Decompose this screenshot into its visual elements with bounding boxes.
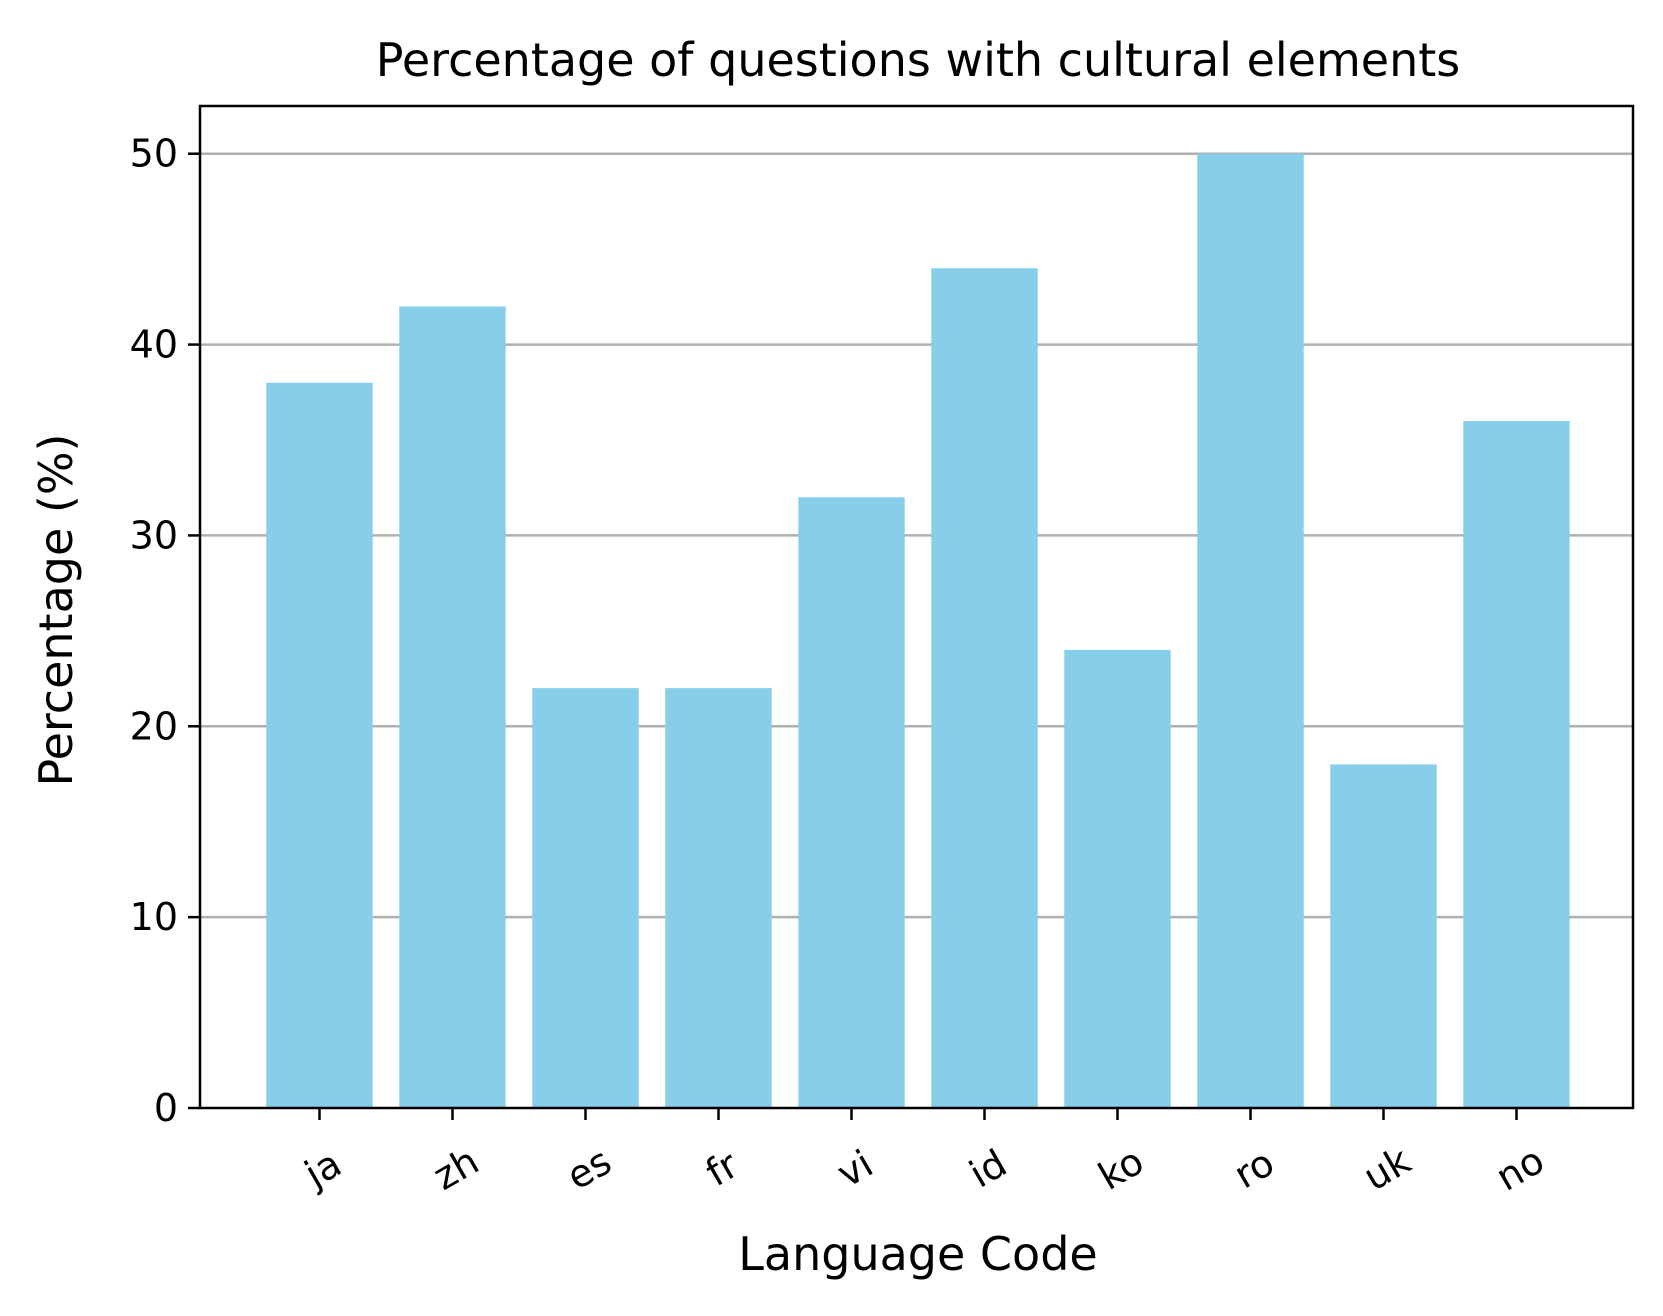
y-tick-label: 50 (130, 132, 178, 176)
bar-es (532, 688, 639, 1108)
bar-zh (399, 306, 506, 1108)
y-tick-label: 20 (130, 704, 178, 748)
bar-ko (1064, 649, 1171, 1108)
plot-frame (198, 104, 1635, 1110)
y-tick-label: 40 (130, 323, 178, 367)
bar-ja (266, 382, 373, 1108)
axes (198, 104, 1635, 1110)
y-tick-label: 10 (130, 895, 178, 939)
bar-fr (665, 688, 772, 1108)
x-axis-label: Language Code (738, 1227, 1097, 1281)
bar-no (1463, 420, 1570, 1108)
chart-title: Percentage of questions with cultural el… (376, 33, 1460, 87)
y-axis-label: Percentage (%) (29, 434, 83, 787)
bars (266, 153, 1570, 1108)
bar-id (931, 268, 1038, 1108)
bar-ro (1197, 153, 1304, 1108)
bar-uk (1330, 764, 1437, 1108)
y-tick-label: 0 (154, 1086, 178, 1130)
bar-vi (798, 497, 905, 1108)
y-tick-label: 30 (130, 513, 178, 557)
